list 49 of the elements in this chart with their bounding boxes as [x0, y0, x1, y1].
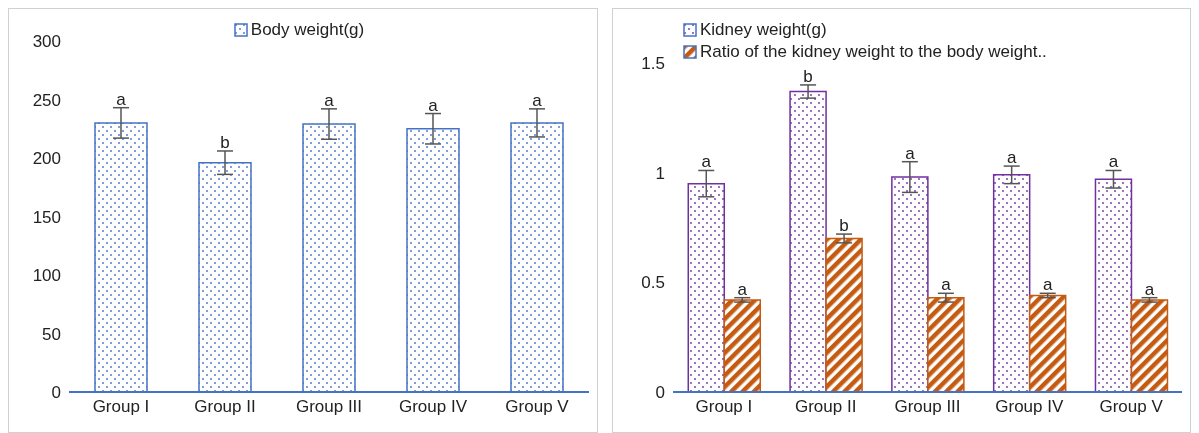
bar — [992, 174, 1031, 392]
y-tick-label: 200 — [32, 149, 61, 169]
x-tick-label: Group V — [1099, 397, 1164, 417]
y-tick-label: 1.5 — [641, 54, 665, 74]
legend-label: Body weight(g) — [250, 19, 365, 41]
x-tick-label: Group IV — [995, 397, 1064, 417]
bar — [891, 176, 929, 392]
bar — [825, 237, 863, 392]
annotation: b — [803, 66, 813, 86]
bar — [723, 299, 762, 392]
bar — [927, 296, 965, 392]
x-tick-label: Group I — [92, 397, 150, 417]
y-tick-label: 300 — [32, 32, 61, 52]
annotation: b — [220, 132, 230, 152]
bar — [789, 90, 827, 392]
annotation: a — [905, 143, 916, 163]
y-tick-label: 1 — [655, 163, 665, 183]
annotation: a — [428, 95, 439, 115]
x-tick-label: Group I — [695, 397, 753, 417]
annotation: a — [1042, 275, 1053, 295]
y-tick-label: 100 — [32, 266, 61, 286]
annotation: b — [839, 216, 849, 236]
x-tick-label: Group V — [505, 397, 570, 417]
x-tick-label: Group III — [295, 397, 363, 417]
x-tick-label: Group II — [194, 397, 256, 417]
x-tick-label: Group II — [794, 397, 857, 417]
annotation: a — [1108, 152, 1119, 172]
x-tick-label: Group IV — [398, 397, 468, 417]
y-tick-label: 150 — [32, 207, 61, 227]
y-tick-label: 0.5 — [641, 273, 665, 293]
bar — [1028, 294, 1067, 392]
bar — [1094, 178, 1133, 392]
x-tick-label: Group III — [894, 397, 961, 417]
bar — [1130, 299, 1169, 392]
annotation: a — [941, 275, 952, 295]
y-tick-label: 50 — [42, 324, 61, 344]
y-tick-label: 250 — [32, 90, 61, 110]
annotation: a — [532, 90, 543, 110]
annotation: a — [116, 89, 127, 109]
y-tick-label: 0 — [51, 383, 61, 403]
legend-label: Ratio of the kidney weight to the body weight.. — [700, 41, 1047, 63]
annotation: a — [1144, 279, 1155, 299]
y-tick-label: 0 — [655, 383, 665, 403]
legend-label: Kidney weight(g) — [700, 19, 827, 41]
annotation: a — [1006, 148, 1017, 168]
annotation: a — [737, 279, 748, 299]
annotation: a — [701, 152, 712, 172]
annotation: a — [324, 90, 335, 110]
bar — [687, 182, 726, 392]
